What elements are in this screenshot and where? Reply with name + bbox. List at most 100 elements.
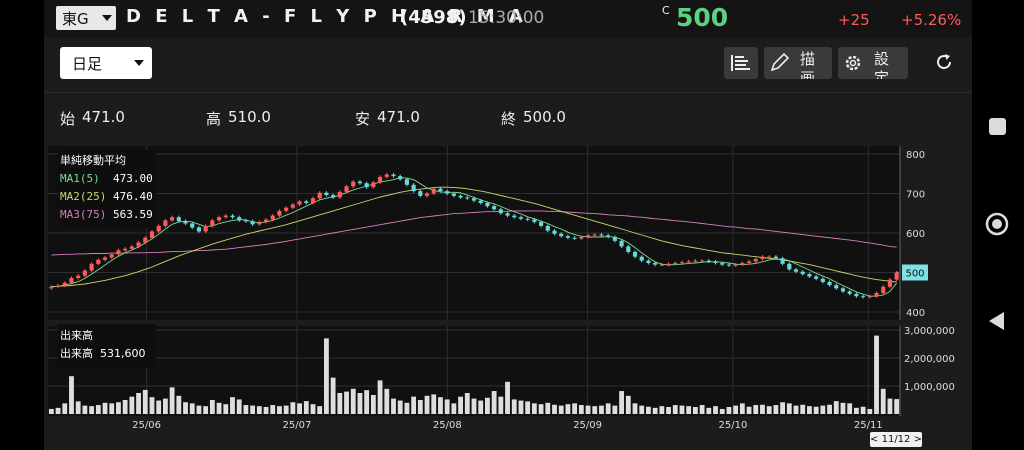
volume-bar [726, 407, 732, 414]
price-chart[interactable]: 400 500 600 700 800 3,000,000 2,000,000 1,000,0… [44, 146, 972, 450]
ma1-row: MA1(5) 473.00 [60, 170, 154, 188]
exchange-selector[interactable]: 東G [56, 6, 116, 30]
draw-label: 描画 [800, 50, 816, 79]
candle-body [351, 181, 356, 187]
volume-bar [525, 401, 531, 414]
x-tick-label: 25/08 [433, 420, 462, 431]
candle-body [237, 217, 242, 221]
candle-body [626, 246, 631, 252]
draw-button[interactable]: 描画 [764, 47, 832, 79]
volume-bar [733, 405, 739, 414]
volume-bar [176, 395, 182, 414]
candle-body [297, 201, 302, 205]
candle-body [780, 258, 785, 264]
volume-bar [887, 398, 893, 414]
volume-bar [183, 402, 188, 414]
volume-bar [377, 380, 383, 414]
ma3-value: 563.59 [112, 208, 153, 221]
volume-bar [102, 402, 108, 414]
ma1-label: MA1(5) [60, 172, 100, 185]
period-select[interactable]: 日足 [60, 47, 152, 79]
volume-bar [82, 405, 88, 414]
candle-body [89, 263, 94, 271]
candle-body [827, 281, 832, 286]
candle-body [767, 256, 772, 258]
pencil-icon [770, 52, 790, 72]
volume-bar [800, 404, 806, 414]
current-price-badge [902, 264, 928, 281]
candle-body [666, 263, 671, 265]
candle-body [404, 179, 409, 185]
open-label: 始 [60, 110, 76, 128]
home-icon[interactable] [985, 212, 1009, 236]
volume-bar [760, 404, 765, 414]
candle-body [411, 184, 416, 192]
volume-bar [310, 404, 316, 414]
volume-bar [156, 400, 162, 414]
candle-body [599, 234, 604, 236]
x-tick-label: 25/07 [283, 420, 312, 431]
candle-body [814, 276, 819, 279]
volume-bar [625, 395, 631, 414]
volume-bar [95, 405, 101, 414]
candle-body [760, 256, 765, 260]
candle-body [277, 210, 282, 216]
price-tick-label: 600 [906, 229, 925, 240]
volume-bar [370, 394, 376, 414]
indicator-button[interactable] [724, 47, 758, 79]
candle-body [170, 217, 175, 221]
back-icon[interactable] [989, 312, 1004, 330]
volume-bar [639, 405, 645, 414]
volume-bar [558, 405, 564, 414]
candle-body [243, 220, 248, 222]
volume-bar [189, 403, 195, 414]
volume-bar [464, 393, 470, 414]
candle-body [69, 278, 74, 283]
settings-button[interactable]: 設定 [838, 47, 908, 79]
volume-bar [471, 398, 477, 414]
current-price: 500 [676, 3, 729, 32]
refresh-icon[interactable] [934, 52, 954, 72]
candle-body [700, 260, 705, 262]
volume-bar [196, 405, 202, 414]
volume-bar [344, 391, 349, 414]
period-label: 日足 [72, 55, 103, 73]
volume-legend: 出来高 出来高 531,600 [58, 324, 156, 368]
candle-body [250, 221, 255, 225]
date-cursor-tag[interactable]: < 11/12 > [870, 432, 922, 447]
candle-body [874, 293, 879, 297]
stock-name: D E L T A - F L Y P H A R M A [126, 6, 527, 27]
volume-bar [162, 398, 168, 414]
volume-bar [209, 400, 215, 414]
volume-bar [679, 405, 685, 414]
volume-bar [142, 389, 148, 414]
volume-bar [518, 400, 524, 414]
volume-bar [599, 405, 604, 414]
candle-body [585, 235, 591, 237]
candle-body [471, 198, 477, 201]
volume-tick-label: 2,000,000 [904, 354, 955, 365]
candle-body [196, 227, 202, 232]
volume-bar [753, 405, 759, 414]
candle-body [96, 259, 101, 264]
volume-bar [250, 405, 256, 414]
volume-bar [860, 406, 866, 414]
volume-bar [109, 403, 115, 414]
volume-bar [122, 400, 128, 414]
candle-body [391, 174, 396, 177]
candle-body [592, 234, 597, 236]
volume-bar [894, 399, 900, 414]
volume-bar [451, 403, 457, 414]
candle-body [478, 200, 483, 203]
recents-icon[interactable] [989, 118, 1006, 135]
volume-bar [666, 407, 671, 414]
candle-body [143, 237, 148, 243]
price-change: +25 [838, 11, 870, 29]
candle-body [606, 235, 611, 237]
price-change-percent: +5.26% [901, 11, 962, 29]
android-nav-bar [972, 0, 1024, 450]
candle-body [881, 286, 886, 294]
volume-bar [243, 405, 249, 414]
candle-body [632, 251, 638, 257]
candle-body [223, 215, 228, 218]
